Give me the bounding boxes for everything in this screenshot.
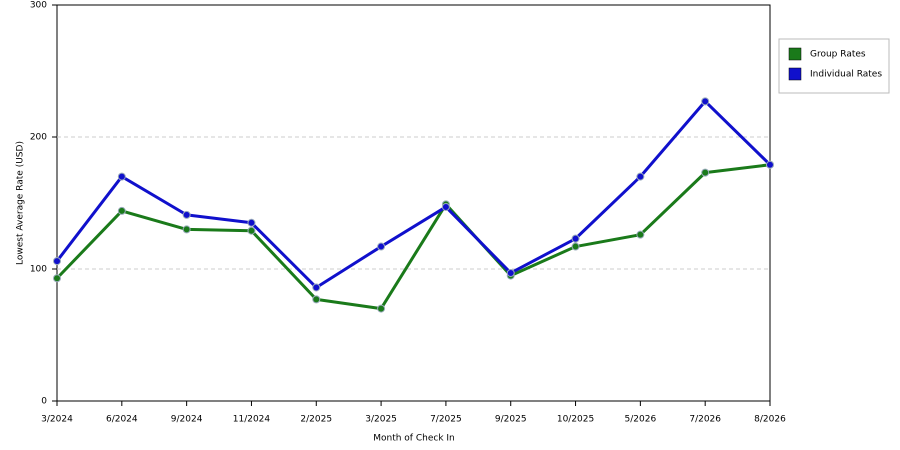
data-point xyxy=(117,206,126,215)
x-tick-label: 8/2026 xyxy=(754,415,786,425)
x-tick-label: 11/2024 xyxy=(233,415,271,425)
x-tick-label: 5/2026 xyxy=(625,415,657,425)
x-tick-label: 7/2025 xyxy=(430,415,462,425)
legend-swatch xyxy=(788,67,802,81)
x-tick-label: 9/2024 xyxy=(171,415,203,425)
data-point xyxy=(571,242,580,251)
data-point xyxy=(247,218,256,227)
x-axis-label: Month of Check In xyxy=(373,434,455,444)
data-point xyxy=(53,274,61,283)
data-point xyxy=(701,168,710,177)
data-point xyxy=(182,225,191,234)
data-point xyxy=(312,283,321,292)
data-point xyxy=(766,160,774,169)
x-tick-label: 3/2024 xyxy=(41,415,73,425)
x-tick-label: 10/2025 xyxy=(557,415,594,425)
y-tick-label: 100 xyxy=(30,265,47,275)
x-tick-label: 6/2024 xyxy=(106,415,138,425)
data-point xyxy=(53,257,61,266)
x-tick-label: 9/2025 xyxy=(495,415,527,425)
series-line xyxy=(55,99,772,289)
data-point xyxy=(636,172,645,181)
data-point xyxy=(247,226,256,235)
x-tick-label: 3/2025 xyxy=(365,415,397,425)
data-point xyxy=(506,268,515,277)
legend-swatch xyxy=(788,47,802,61)
data-point xyxy=(117,172,126,181)
legend-label: Individual Rates xyxy=(810,70,882,80)
series-line xyxy=(55,163,771,311)
data-point xyxy=(441,202,450,211)
x-tick-label: 7/2026 xyxy=(689,415,721,425)
x-tick-label: 2/2025 xyxy=(300,415,332,425)
plot-area xyxy=(56,4,771,402)
data-point xyxy=(377,242,386,251)
legend-label: Group Rates xyxy=(810,50,866,60)
data-point xyxy=(312,295,321,304)
data-point xyxy=(182,210,191,219)
data-point xyxy=(571,234,580,243)
y-tick-label: 200 xyxy=(30,133,47,143)
y-axis-label: Lowest Average Rate (USD) xyxy=(16,141,26,265)
data-point xyxy=(701,97,710,106)
y-tick-label: 0 xyxy=(41,397,47,407)
y-tick-label: 300 xyxy=(30,1,47,11)
data-point xyxy=(636,230,645,239)
legend-box xyxy=(778,38,890,94)
data-point xyxy=(377,304,386,313)
